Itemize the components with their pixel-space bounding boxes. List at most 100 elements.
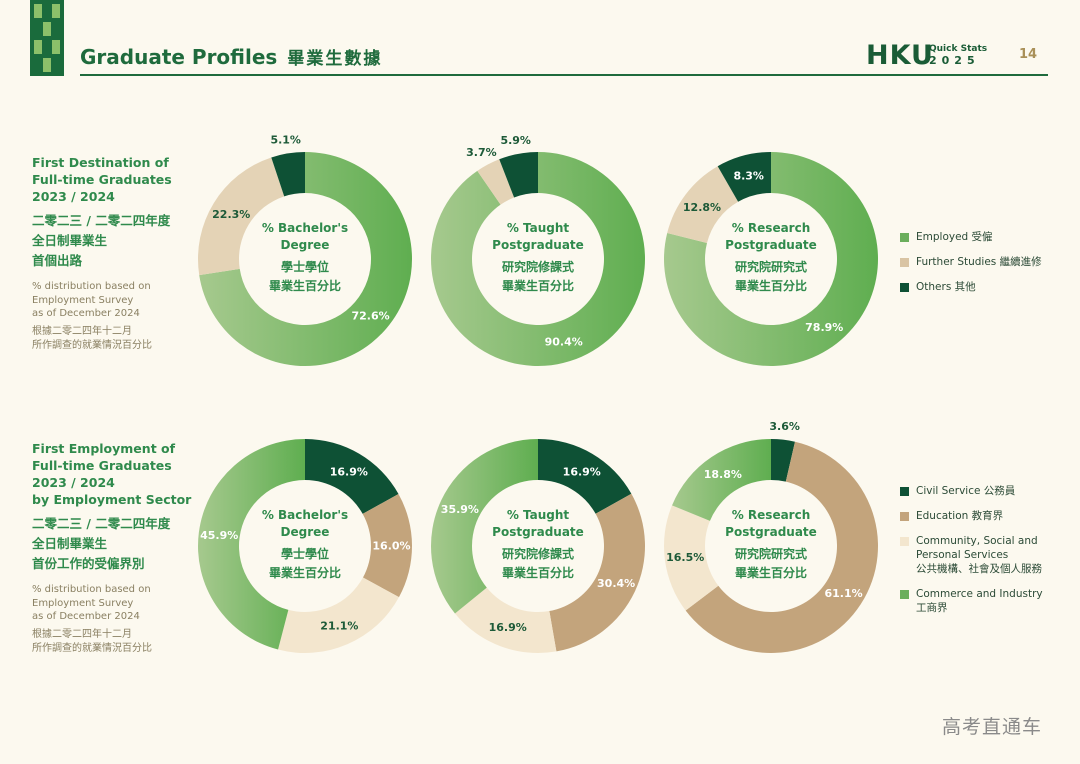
- donut-center-label: 畢業生百分比: [269, 278, 341, 293]
- section-first-destination-description: First Destination of Full-time Graduates 2…: [32, 154, 197, 353]
- donut-center-label: Degree: [281, 238, 330, 252]
- donut-center-label: 畢業生百分比: [269, 565, 341, 580]
- page-title-zh: 畢業生數據: [287, 49, 383, 69]
- donut-slice-others: [717, 152, 771, 202]
- donut-center-label: Postgraduate: [725, 525, 817, 539]
- donut-slice-community-social-and-personal-services: [454, 587, 557, 653]
- section-heading-line: Full-time Graduates: [32, 458, 172, 473]
- donut-slice-commerce-and-industry: [198, 439, 305, 650]
- data-label: 22.3%: [212, 208, 250, 221]
- legend-item: Commerce and Industry 工商界: [900, 587, 1043, 615]
- data-label: 16.9%: [489, 621, 527, 634]
- quick-stats-year: 2025: [929, 54, 980, 67]
- data-label: 90.4%: [545, 336, 583, 349]
- donut-center-label: Postgraduate: [492, 238, 584, 252]
- data-label: 16.9%: [330, 465, 368, 478]
- legend-label: Education 教育界: [916, 510, 1004, 522]
- donut-slice-others: [499, 152, 538, 198]
- section-note-zh: 根據二零二四年十二月 所作調查的就業情況百分比: [32, 325, 197, 353]
- section-note-line: % distribution based on: [32, 584, 151, 595]
- donut-center-label: 研究院研究式: [735, 546, 807, 561]
- legend-swatch: [900, 258, 909, 267]
- donut-center-label: 研究院修課式: [502, 259, 574, 274]
- donut-slice-community-social-and-personal-services: [278, 577, 399, 653]
- legend-swatch: [900, 487, 909, 496]
- data-label: 16.0%: [372, 540, 410, 553]
- page-title: Graduate Profiles 畢業生數據: [80, 45, 383, 69]
- donut-center-label: % Research: [732, 221, 811, 235]
- donut-center-label: Postgraduate: [725, 238, 817, 252]
- donut-slice-commerce-and-industry: [430, 439, 538, 614]
- donut-center-label: 學士學位: [281, 259, 329, 274]
- legend-label: Commerce and Industry: [916, 588, 1043, 600]
- donut-slice-employed: [431, 152, 645, 366]
- legend-item: Further Studies 繼續進修: [900, 255, 1042, 269]
- legend-label: Community, Social and: [916, 535, 1038, 547]
- legend-label: Civil Service 公務員: [916, 485, 1016, 497]
- watermark: 高考直通车: [942, 716, 1043, 738]
- section-note-line: as of December 2024: [32, 308, 140, 319]
- legend-first-destination: Employed 受僱 Further Studies 繼續進修 Others 其他: [900, 230, 1042, 305]
- donut-slice-education: [685, 441, 878, 653]
- legend-item: Employed 受僱: [900, 230, 1042, 244]
- donut-center-label: 畢業生百分比: [735, 565, 807, 580]
- data-label: 3.6%: [769, 420, 800, 433]
- section-heading-line: First Destination of: [32, 155, 169, 170]
- data-label: 12.8%: [683, 201, 721, 214]
- donut-center-label: 研究院修課式: [502, 546, 574, 561]
- section-heading-zh-line: 全日制畢業生: [32, 233, 108, 248]
- section-note-line: % distribution based on: [32, 281, 151, 292]
- donut-center-label: 研究院研究式: [735, 259, 807, 274]
- legend-label: Further Studies 繼續進修: [916, 256, 1042, 268]
- donut-slice-civil-service: [538, 439, 632, 514]
- legend-swatch: [900, 590, 909, 599]
- data-label: 18.8%: [704, 468, 742, 481]
- donut-center-label: Degree: [281, 525, 330, 539]
- legend-swatch: [900, 283, 909, 292]
- donut-center-label: % Bachelor's: [262, 508, 348, 522]
- data-label: 16.9%: [563, 465, 601, 478]
- section-heading-zh: 二零二三 / 二零二四年度 全日制畢業生首份工作的受僱界別: [32, 514, 197, 574]
- legend-item: Others 其他: [900, 280, 1042, 294]
- data-label: 72.6%: [352, 309, 390, 322]
- section-heading-zh-line: 首個出路: [32, 253, 83, 268]
- section-first-employment-description: First Employment of Full-time Graduates 20…: [32, 440, 197, 656]
- data-label: 8.3%: [733, 169, 764, 182]
- section-note-zh-line: 根據二零二四年十二月: [32, 628, 132, 640]
- data-label: 61.1%: [825, 587, 863, 600]
- header-divider: [80, 74, 1048, 76]
- section-note: % distribution based on Employment Survey…: [32, 280, 197, 321]
- section-heading-zh-line: 首份工作的受僱界別: [32, 556, 145, 571]
- section-heading-zh-line: 二零二三 / 二零二四年度: [32, 213, 171, 228]
- section-heading-line: 2023 / 2024: [32, 475, 115, 490]
- section-heading-line: First Employment of: [32, 441, 176, 456]
- section-note: % distribution based on Employment Survey…: [32, 583, 197, 624]
- section-heading-zh-line: 全日制畢業生: [32, 536, 108, 551]
- section-heading-zh: 二零二三 / 二零二四年度 全日制畢業生 首個出路: [32, 211, 197, 271]
- data-label: 21.1%: [320, 619, 358, 632]
- section-heading: First Destination of Full-time Graduates 2…: [32, 154, 197, 205]
- data-label: 45.9%: [200, 529, 238, 542]
- section-heading: First Employment of Full-time Graduates 20…: [32, 440, 197, 508]
- data-label: 30.4%: [597, 577, 635, 590]
- section-note-zh-line: 所作調查的就業情況百分比: [32, 339, 152, 351]
- section-note-zh: 根據二零二四年十二月 所作調查的就業情況百分比: [32, 628, 197, 656]
- legend-first-employment: Civil Service 公務員 Education 教育界 Community,…: [900, 484, 1043, 626]
- data-label: 78.9%: [805, 321, 843, 334]
- section-heading-zh-line: 二零二三 / 二零二四年度: [32, 516, 171, 531]
- donut-slice-education: [549, 493, 645, 652]
- donut-center-label: % Research: [732, 508, 811, 522]
- legend-swatch: [900, 512, 909, 521]
- data-label: 5.1%: [270, 134, 301, 147]
- donut-center-label: % Taught: [507, 221, 570, 235]
- donut-slice-others: [271, 152, 305, 197]
- legend-label: Employed 受僱: [916, 231, 993, 243]
- legend-item: Civil Service 公務員: [900, 484, 1043, 498]
- data-label: 5.9%: [500, 134, 531, 147]
- donut-slice-education: [362, 493, 412, 598]
- donut-slice-employed: [199, 152, 412, 366]
- hku-pattern-logo: [30, 0, 64, 76]
- brand-logo: HKU: [866, 40, 934, 71]
- page-number: 14: [1019, 47, 1038, 62]
- section-note-line: Employment Survey: [32, 597, 134, 609]
